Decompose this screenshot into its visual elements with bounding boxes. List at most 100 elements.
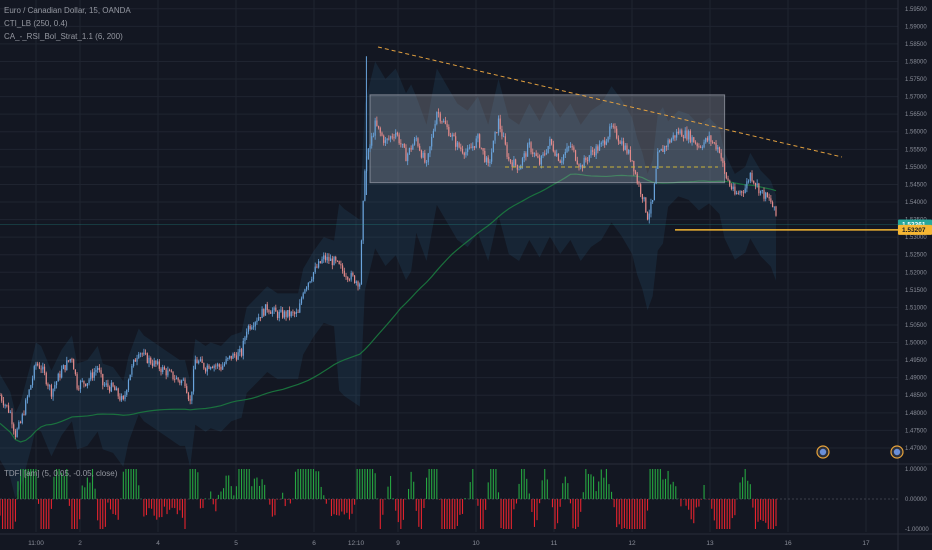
moving-average-line [0,173,777,443]
candle-body [145,352,147,354]
candle-body [213,365,215,369]
candle-body [290,311,292,317]
x-tick-label: 4 [156,540,160,547]
candle-body [759,190,762,194]
candle-body [227,357,229,360]
candle-body [175,377,178,380]
x-tick-label: 2 [78,540,82,547]
candle-body [179,380,181,384]
candle-body [431,137,433,147]
candle-body [417,138,419,147]
candle-body [324,255,327,261]
candle-body [49,385,51,387]
candle-body [294,312,296,314]
candle-body [465,151,467,156]
y-tick-label: 1.50000 [905,341,927,347]
candle-body [761,190,763,191]
candle-body [109,387,111,392]
symbol-legend[interactable]: Euro / Canadian Dollar, 15, OANDA [4,6,131,15]
candle-body [47,384,49,387]
indicator-legend-rsi-bol[interactable]: CA_-_RSI_Bol_Strat_1.1 (6, 200) [4,32,123,41]
candle-body [280,309,282,312]
candle-body [42,366,44,370]
candle-body [134,359,136,362]
candle-body [511,162,513,168]
candle-body [4,404,6,406]
candle-body [609,126,611,137]
candle-body [413,139,416,145]
candle-body [319,261,321,264]
candle-body [400,143,402,145]
y-tick-label: 1.54000 [905,200,927,206]
candle-body [473,146,476,148]
candle-body [672,135,674,139]
candle-body [415,138,417,140]
candle-body [562,155,565,161]
candle-body [679,130,681,134]
candle-body [573,147,575,151]
candle-body [629,149,631,161]
candle-body [768,197,770,199]
event-markers[interactable] [816,445,904,459]
candle-body [83,380,85,384]
candle-body [105,383,107,385]
candle-body [98,367,100,371]
candle-body [622,141,625,150]
drawings [0,46,898,231]
candle-body [712,141,714,143]
candle-body [312,272,315,280]
candle-body [14,430,17,437]
candle-body [266,304,268,311]
oscillator-legend[interactable]: TDFI [am] (5, 0.05, -0.05, close) [4,469,118,478]
candle-body [350,273,352,280]
candle-body [501,129,503,137]
candle-body [40,368,42,370]
candle-body [753,180,755,184]
candle-body [230,355,232,359]
candle-body [432,130,434,138]
candle-body [314,266,316,273]
candle-body [186,386,188,394]
candle-body [634,171,637,174]
candle-body [35,363,37,367]
candle-body [261,309,263,319]
candle-body [724,162,726,173]
candle-body [206,365,208,372]
candle-body [328,256,330,262]
candle-body [330,258,332,262]
candle-body [516,164,518,170]
candle-body [732,186,734,190]
y-tick-label: 1.51500 [905,288,927,294]
candle-body [643,197,645,200]
candle-body [537,155,539,158]
candle-body [117,388,119,397]
candle-body [311,279,313,282]
candle-body [50,385,52,397]
candle-body [146,353,148,364]
candle-body [773,206,775,208]
support-price-tag [898,224,932,235]
candle-body [388,138,390,140]
candle-body [604,140,606,145]
candle-body [204,368,207,372]
candle-body [574,150,577,161]
candle-body [422,152,424,158]
candle-body [686,130,688,140]
y-tick-label: 1.55000 [905,165,927,171]
y-tick-label: 1.54500 [905,182,927,188]
candle-body [156,361,159,364]
candle-body [153,360,155,366]
candle-body [446,123,448,127]
candle-body [174,379,176,380]
candle-body [347,277,349,280]
candle-body [734,186,736,195]
candle-body [259,317,261,319]
candle-body [331,258,333,266]
event-icon-dot [893,448,901,456]
candle-body [379,128,381,133]
candle-body [509,159,512,163]
indicator-legend-cti[interactable]: CTI_LB (250, 0.4) [4,19,68,28]
y-tick-label: 1.47000 [905,446,927,452]
